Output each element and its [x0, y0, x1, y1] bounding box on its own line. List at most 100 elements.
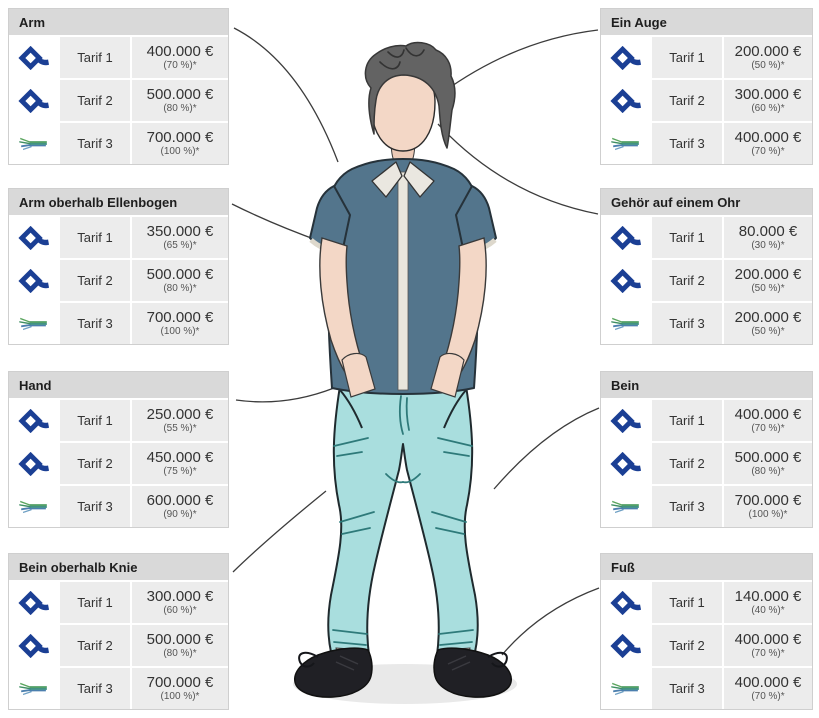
table-title: Gehör auf einem Ohr: [611, 194, 741, 210]
tariff-icon-cell: [9, 37, 58, 78]
arms: [319, 237, 487, 398]
tariff-label: Tarif 1: [669, 413, 705, 428]
diamond-logo-icon: [17, 633, 49, 658]
table-row: Tarif 3 700.000 € (100 %)*: [601, 486, 812, 527]
tariff-icon-cell: [601, 37, 650, 78]
payout-amount: 200.000 €: [734, 308, 802, 326]
table-rows: Tarif 1 200.000 € (50 %)* Tarif 2 300.00…: [601, 37, 812, 164]
tariff-label: Tarif 2: [77, 456, 113, 471]
tariff-label-cell: Tarif 2: [652, 260, 722, 301]
tariff-label-cell: Tarif 3: [60, 668, 130, 709]
payout-table-bein: Bein Tarif 1 400.000 € (70 %)*: [600, 371, 813, 528]
table-header: Ein Auge: [601, 9, 812, 37]
payout-percent: (30 %)*: [751, 240, 785, 252]
tariff-value-cell: 300.000 € (60 %)*: [724, 80, 812, 121]
tariff-label: Tarif 2: [77, 93, 113, 108]
payout-table-ein-auge: Ein Auge Tarif 1 200.000 € (50 %)*: [600, 8, 813, 165]
tariff-label: Tarif 1: [77, 413, 113, 428]
payout-amount: 700.000 €: [734, 491, 802, 509]
payout-amount: 400.000 €: [734, 128, 802, 146]
payout-amount: 500.000 €: [146, 85, 214, 103]
table-rows: Tarif 1 140.000 € (40 %)* Tarif 2 400.00…: [601, 582, 812, 709]
table-title: Bein: [611, 377, 640, 393]
tariff-label-cell: Tarif 1: [652, 37, 722, 78]
payout-percent: (80 %)*: [163, 103, 197, 115]
connector-bein-oberhalb-knie-line: [232, 490, 327, 573]
tariff-label-cell: Tarif 2: [60, 443, 130, 484]
table-title: Arm: [19, 14, 46, 30]
tariff-icon-cell: [9, 217, 58, 258]
table-row: Tarif 3 400.000 € (70 %)*: [601, 668, 812, 709]
table-row: Tarif 3 200.000 € (50 %)*: [601, 303, 812, 344]
tariff-label: Tarif 1: [77, 230, 113, 245]
diamond-logo-icon: [17, 45, 49, 70]
payout-percent: (65 %)*: [163, 240, 197, 252]
left-shoelace-curl: [298, 651, 319, 668]
tariff-value-cell: 350.000 € (65 %)*: [132, 217, 228, 258]
tariff-icon-cell: [601, 303, 650, 344]
tariff-icon-cell: [9, 625, 58, 666]
payout-percent: (100 %)*: [160, 326, 200, 338]
payout-percent: (100 %)*: [160, 146, 200, 158]
stripes-logo-icon: [18, 137, 47, 151]
tariff-icon-cell: [9, 668, 58, 709]
left-shoe-laces: [335, 655, 359, 671]
shirt-placket: [397, 171, 409, 391]
payout-percent: (70 %)*: [751, 691, 785, 703]
tariff-label: Tarif 2: [669, 456, 705, 471]
table-header: Bein: [601, 372, 812, 400]
tariff-value-cell: 500.000 € (80 %)*: [132, 80, 228, 121]
diamond-logo-icon: [609, 408, 641, 433]
payout-percent: (100 %)*: [748, 509, 788, 521]
table-row: Tarif 2 500.000 € (80 %)*: [9, 625, 228, 666]
payout-percent: (80 %)*: [163, 648, 197, 660]
payout-amount: 400.000 €: [734, 405, 802, 423]
tariff-label: Tarif 3: [77, 136, 113, 151]
payout-amount: 80.000 €: [738, 222, 798, 240]
tariff-label-cell: Tarif 1: [652, 582, 722, 623]
payout-amount: 500.000 €: [734, 448, 802, 466]
payout-table-bein-oberhalb-knie: Bein oberhalb Knie Tarif 1 300.000 € (60…: [8, 553, 229, 710]
table-rows: Tarif 1 250.000 € (55 %)* Tarif 2 450.00…: [9, 400, 228, 527]
connector-lines: [231, 27, 600, 656]
payout-percent: (70 %)*: [751, 423, 785, 435]
table-rows: Tarif 1 300.000 € (60 %)* Tarif 2 500.00…: [9, 582, 228, 709]
payout-amount: 500.000 €: [146, 630, 214, 648]
payout-percent: (75 %)*: [163, 466, 197, 478]
diamond-logo-icon: [609, 225, 641, 250]
stripes-logo-icon: [18, 317, 47, 331]
diamond-logo-icon: [17, 408, 49, 433]
tariff-value-cell: 700.000 € (100 %)*: [132, 303, 228, 344]
table-rows: Tarif 1 400.000 € (70 %)* Tarif 2 500.00…: [601, 400, 812, 527]
tariff-label: Tarif 3: [77, 499, 113, 514]
payout-percent: (80 %)*: [751, 466, 785, 478]
tariff-label-cell: Tarif 1: [60, 37, 130, 78]
tariff-icon-cell: [601, 582, 650, 623]
stripes-logo-icon: [18, 500, 47, 514]
tariff-label: Tarif 1: [77, 595, 113, 610]
payout-amount: 300.000 €: [734, 85, 802, 103]
tariff-value-cell: 200.000 € (50 %)*: [724, 37, 812, 78]
tariff-label: Tarif 3: [669, 499, 705, 514]
tariff-icon-cell: [601, 668, 650, 709]
payout-table-fuss: Fuß Tarif 1 140.000 € (40 %)*: [600, 553, 813, 710]
jeans: [327, 380, 479, 656]
diamond-logo-icon: [609, 45, 641, 70]
table-title: Arm oberhalb Ellenbogen: [19, 194, 178, 210]
tariff-icon-cell: [9, 260, 58, 301]
table-row: Tarif 1 250.000 € (55 %)*: [9, 400, 228, 441]
tariff-icon-cell: [601, 217, 650, 258]
table-row: Tarif 1 80.000 € (30 %)*: [601, 217, 812, 258]
tariff-label: Tarif 2: [669, 93, 705, 108]
diamond-logo-icon: [609, 451, 641, 476]
tariff-value-cell: 500.000 € (80 %)*: [132, 625, 228, 666]
connector-fuss-line: [501, 587, 600, 656]
diamond-logo-icon: [17, 590, 49, 615]
tariff-label-cell: Tarif 3: [60, 303, 130, 344]
tariff-label-cell: Tarif 1: [60, 582, 130, 623]
payout-amount: 600.000 €: [146, 491, 214, 509]
tariff-label: Tarif 3: [669, 316, 705, 331]
table-row: Tarif 3 700.000 € (100 %)*: [9, 303, 228, 344]
tariff-icon-cell: [9, 400, 58, 441]
